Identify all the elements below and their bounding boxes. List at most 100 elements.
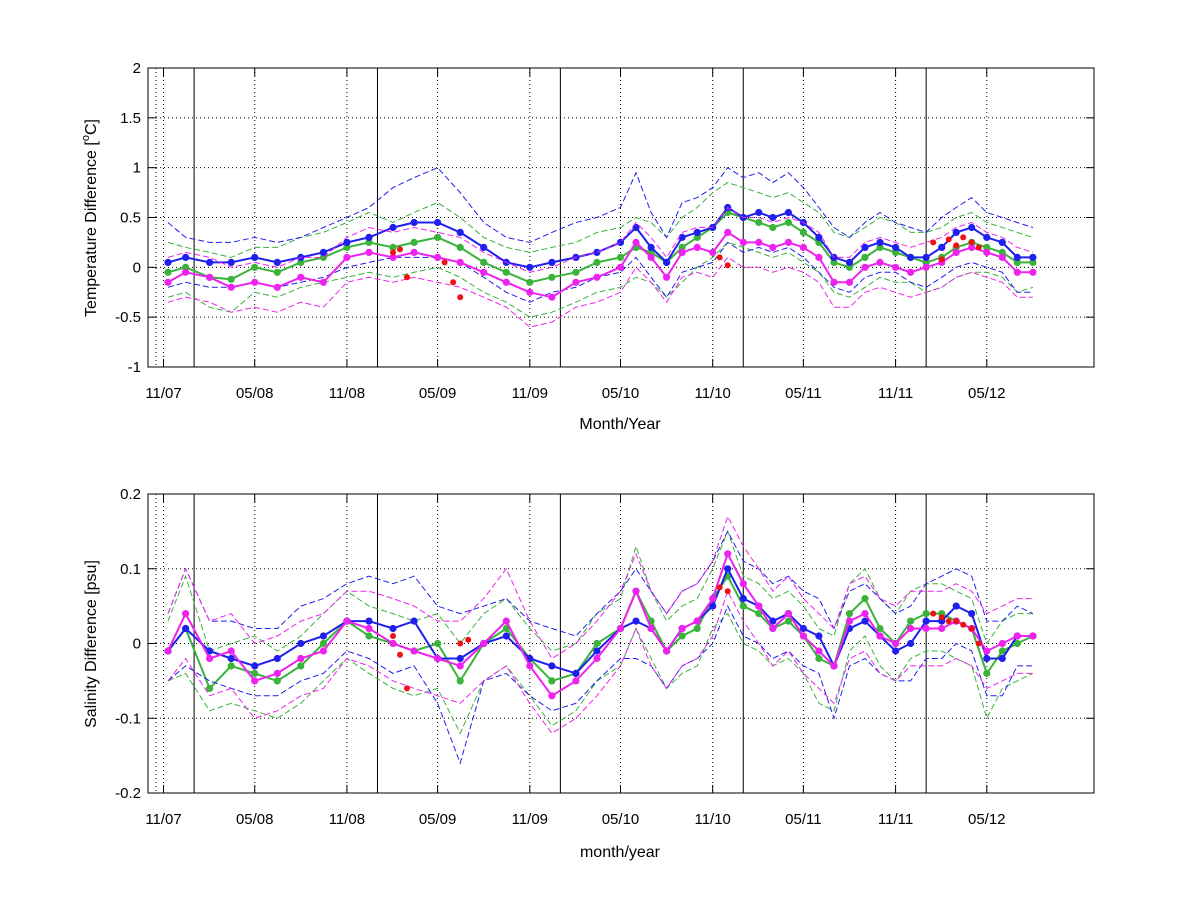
- salinity-magenta-series-point: [365, 624, 373, 633]
- temperature-blue-series-point: [968, 223, 976, 232]
- temperature-magenta-series-point: [480, 268, 488, 276]
- salinity-magenta-series-point: [502, 617, 510, 625]
- temperature-magenta-series-point: [410, 248, 418, 256]
- salinity-magenta-series-point: [815, 647, 823, 655]
- salinity-blue-series-point: [799, 624, 808, 633]
- salinity-blue-series-point: [922, 617, 930, 625]
- temperature-magenta-series-point: [845, 278, 854, 286]
- temperature-magenta-series-point: [678, 248, 686, 256]
- temperature-green-series-point: [164, 268, 172, 276]
- salinity-red-series-point: [960, 621, 967, 628]
- temperature-magenta-series-upper-envelope: [167, 206, 1034, 273]
- salinity-green-series-point: [273, 677, 281, 685]
- temperature-blue-series-lower-envelope: [167, 241, 1033, 303]
- salinity-blue-series-point: [456, 654, 464, 663]
- temperature-blue-series-point: [164, 258, 172, 266]
- temperature-green-series-point: [647, 248, 655, 256]
- temperature-green-series-point: [799, 228, 808, 236]
- temperature-magenta-series-point: [206, 273, 214, 281]
- salinity-green-series-point: [502, 624, 510, 633]
- temperature-magenta-series-point: [663, 273, 671, 281]
- temperature-magenta-series-point: [769, 243, 777, 251]
- salinity-red-series-point: [938, 614, 945, 621]
- temperature-red-series-point: [945, 236, 952, 243]
- temperature-y-tick-label: 0.5: [120, 210, 141, 227]
- temperature-blue-series-point: [998, 238, 1006, 246]
- temperature-xlabel: Month/Year: [579, 416, 661, 433]
- salinity-red-series-point: [465, 636, 472, 643]
- salinity-green-series-point: [739, 602, 747, 610]
- temperature-magenta-series-point: [876, 258, 884, 266]
- temperature-blue-series-point: [319, 248, 327, 256]
- temperature-x-tick-label: 11/11: [878, 385, 913, 402]
- salinity-magenta-series-point: [548, 692, 556, 700]
- temperature-red-series-point: [390, 249, 396, 256]
- salinity-magenta-series-point: [434, 654, 442, 663]
- salinity-green-series-point: [678, 632, 686, 640]
- temperature-red-series-point: [724, 262, 731, 269]
- salinity-x-tick-label: 11/07: [145, 811, 181, 828]
- salinity-blue-series-point: [389, 624, 397, 633]
- temperature-magenta-series-point: [1013, 268, 1021, 276]
- salinity-red-series-point: [457, 640, 464, 647]
- salinity-blue-series-point: [572, 669, 580, 678]
- temperature-green-series-lower-envelope: [167, 241, 1034, 318]
- temperature-green-series-point: [616, 253, 625, 261]
- temperature-panel: Temperature Difference [oC] Month/Year -…: [80, 60, 1095, 433]
- temperature-magenta-series-point: [952, 248, 960, 256]
- salinity-green-series-upper-envelope: [167, 529, 1033, 652]
- salinity-green-series-point: [907, 617, 915, 625]
- temperature-x-tick-label: 05/09: [419, 385, 457, 402]
- temperature-blue-series-point: [815, 233, 823, 241]
- temperature-blue-series-point: [410, 218, 418, 227]
- temperature-magenta-series-point: [319, 278, 327, 286]
- temperature-blue-series-point: [456, 228, 464, 236]
- salinity-magenta-series-point: [938, 624, 946, 633]
- temperature-blue-series-point: [892, 243, 900, 251]
- salinity-blue-series-point: [526, 654, 534, 663]
- salinity-magenta-series-point: [410, 647, 418, 655]
- salinity-magenta-series-point: [709, 595, 717, 603]
- temperature-red-series-point: [450, 279, 457, 286]
- temperature-blue-series-point: [480, 243, 488, 251]
- salinity-green-series-point: [755, 610, 763, 618]
- temperature-blue-series-point: [1029, 253, 1037, 261]
- salinity-red-series-point: [390, 633, 396, 639]
- salinity-magenta-series-point: [647, 624, 655, 633]
- temperature-magenta-series-point: [799, 243, 808, 251]
- temperature-magenta-series-point: [907, 268, 915, 276]
- temperature-green-series-point: [1029, 258, 1037, 266]
- temperature-blue-series-point: [755, 208, 763, 217]
- salinity-blue-series-point: [548, 662, 556, 670]
- temperature-blue-series-upper-envelope: [167, 167, 1034, 243]
- salinity-green-series-point: [876, 624, 884, 633]
- temperature-magenta-series-point: [830, 278, 838, 286]
- salinity-green-series-point: [365, 632, 373, 640]
- temperature-green-series-point: [480, 258, 488, 266]
- salinity-blue-series-point: [182, 624, 190, 633]
- salinity-magenta-series-point: [526, 662, 534, 670]
- temperature-green-series-point: [876, 243, 884, 251]
- temperature-magenta-series-point: [434, 253, 442, 261]
- salinity-magenta-series-point: [724, 550, 732, 558]
- salinity-blue-series-point: [251, 662, 259, 670]
- salinity-green-series-point: [1013, 639, 1021, 648]
- temperature-magenta-series-point: [297, 273, 305, 281]
- salinity-blue-series-point: [206, 647, 214, 655]
- temperature-green-series-point: [273, 268, 281, 276]
- salinity-green-series-point: [693, 624, 701, 633]
- salinity-magenta-series-point: [739, 580, 747, 588]
- salinity-magenta-series-point: [182, 610, 190, 618]
- temperature-magenta-series-point: [526, 288, 534, 296]
- temperature-magenta-series-point: [983, 248, 991, 256]
- temperature-x-tick-label: 11/08: [329, 385, 365, 402]
- salinity-blue-series-point: [632, 617, 640, 625]
- temperature-magenta-series-point: [572, 278, 580, 286]
- temperature-x-tick-label: 05/12: [968, 385, 1006, 402]
- salinity-blue-series-point: [861, 617, 869, 625]
- temperature-blue-series-point: [938, 243, 946, 251]
- temperature-green-series-point: [502, 268, 510, 276]
- salinity-magenta-series-point: [907, 624, 915, 633]
- temperature-red-series-point: [960, 234, 967, 241]
- temperature-blue-series-point: [693, 228, 701, 236]
